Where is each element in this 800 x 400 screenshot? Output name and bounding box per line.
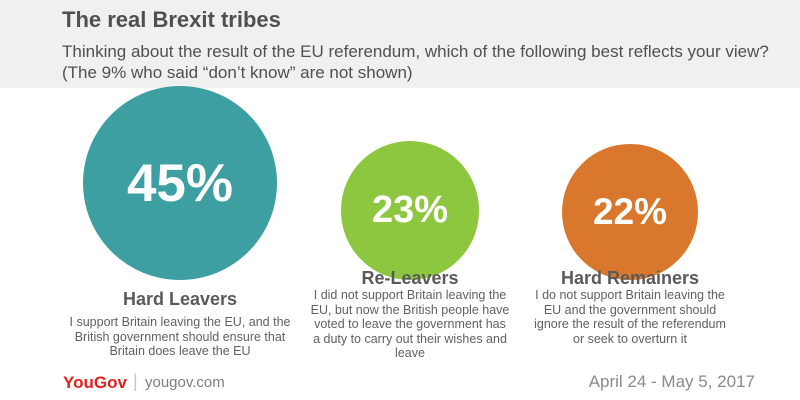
chart-subtitle: Thinking about the result of the EU refe… <box>62 42 769 82</box>
bubble-hard-leavers: 45% <box>83 86 277 280</box>
header-band: The real Brexit tribes Thinking about th… <box>0 0 800 88</box>
category-label: Re-Leavers <box>361 268 459 288</box>
bubble-value-label: 22% <box>592 191 668 233</box>
bubble-value-label: 23% <box>371 189 449 232</box>
category-description: I support Britain leaving the EU, and th… <box>69 315 291 358</box>
yougov-logo: YouGov <box>63 373 127 392</box>
category-description: I did not support Britain leaving the EU… <box>310 288 510 360</box>
footer-website: yougov.com <box>145 374 225 391</box>
chart-title: The real Brexit tribes <box>62 7 281 32</box>
footer-separator: | <box>133 371 138 391</box>
category-description: I do not support Britain leaving the EU … <box>534 288 726 346</box>
category-label: Hard Remainers <box>560 268 700 288</box>
category-label: Hard Leavers <box>122 289 238 309</box>
bubble-hard-remainers: 22% <box>562 144 698 280</box>
bubble-value-label: 45% <box>126 153 234 213</box>
footer-date-range: April 24 - May 5, 2017 <box>588 372 755 391</box>
bubble-re-leavers: 23% <box>340 141 480 280</box>
